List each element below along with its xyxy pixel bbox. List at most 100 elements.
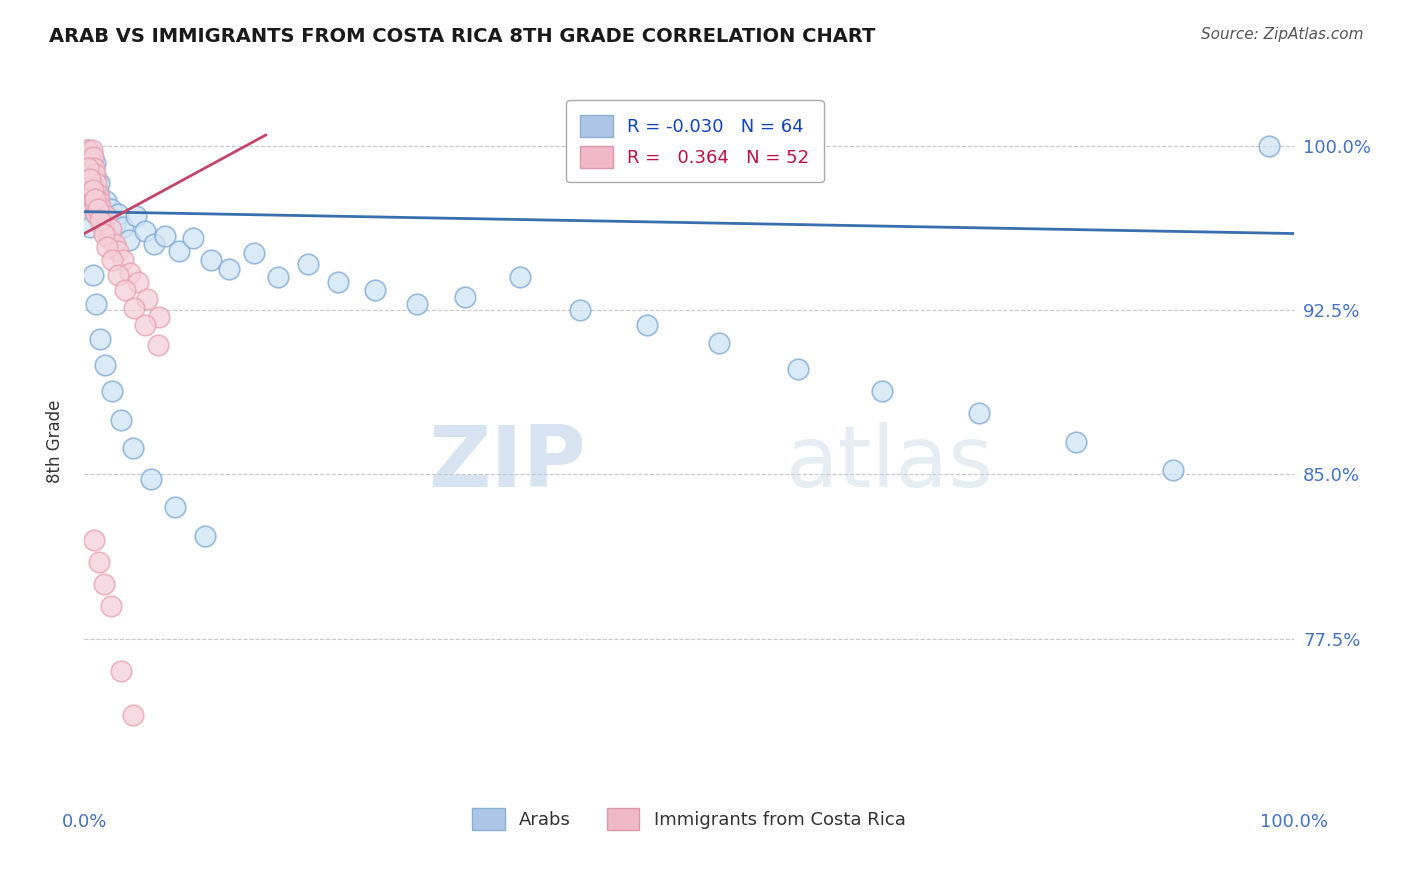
Point (143, 237, 166, 252)
Point (100, 222, 122, 236)
Point (94, 194, 117, 208)
Point (82, 150, 104, 164)
Point (1161, 463, 1184, 477)
Point (82, 178, 104, 193)
Point (77, 144, 100, 158)
Point (86, 198, 108, 212)
Point (1258, 139, 1281, 153)
Point (89, 200, 111, 214)
Point (77, 168, 100, 182)
Point (82, 152, 104, 166)
Point (83, 194, 105, 208)
Point (93, 577, 115, 591)
Point (139, 472, 162, 486)
Point (104, 218, 127, 232)
Point (87, 194, 110, 208)
Text: Source: ZipAtlas.com: Source: ZipAtlas.com (1201, 27, 1364, 42)
Point (94, 209, 117, 223)
Point (76, 144, 98, 158)
Point (406, 296, 429, 310)
Point (112, 252, 135, 267)
Point (110, 412, 132, 426)
Point (636, 318, 658, 333)
Point (121, 708, 143, 723)
Point (91, 211, 114, 226)
Point (89, 213, 111, 227)
Point (79, 171, 101, 186)
Point (96, 240, 118, 254)
Point (79, 174, 101, 188)
Point (80, 180, 103, 194)
Point (89, 192, 111, 206)
Point (122, 301, 145, 315)
Point (148, 310, 170, 324)
Point (107, 207, 129, 221)
Point (79, 219, 101, 234)
Point (297, 257, 319, 271)
Point (86, 296, 108, 310)
Point (101, 384, 124, 399)
Point (84, 192, 107, 206)
Point (84, 168, 107, 182)
Point (509, 270, 531, 285)
Point (125, 209, 148, 223)
Point (134, 318, 156, 333)
Point (155, 228, 177, 243)
Point (77, 161, 100, 175)
Point (134, 224, 156, 238)
Point (107, 268, 129, 282)
Point (77, 150, 100, 164)
Point (194, 529, 217, 543)
Point (89, 332, 111, 346)
Point (93, 200, 115, 214)
Point (218, 261, 240, 276)
Point (90, 204, 112, 219)
Point (146, 338, 169, 352)
Point (86, 185, 108, 199)
Point (101, 252, 124, 267)
Point (363, 284, 385, 298)
Point (80, 159, 103, 173)
Point (267, 270, 290, 285)
Text: ZIP: ZIP (429, 422, 586, 505)
Point (86, 176, 108, 190)
Point (118, 233, 141, 247)
Point (87, 555, 110, 569)
Point (121, 441, 143, 455)
Point (120, 266, 142, 280)
Point (112, 219, 135, 234)
Point (110, 665, 132, 679)
Point (82, 268, 104, 282)
Point (87, 176, 110, 190)
Point (83, 161, 105, 175)
Point (165, 500, 187, 515)
Point (79, 171, 101, 186)
Point (1064, 434, 1087, 449)
Point (82, 187, 104, 202)
Point (90, 207, 112, 221)
Point (86, 187, 108, 202)
Point (93, 222, 115, 236)
Point (454, 290, 477, 304)
Point (83, 194, 105, 208)
Point (328, 275, 350, 289)
Point (94, 358, 117, 372)
Point (97, 209, 120, 223)
Point (709, 336, 731, 351)
Y-axis label: 8th Grade: 8th Grade (45, 400, 63, 483)
Point (84, 156, 107, 170)
Point (80, 144, 103, 158)
Point (86, 171, 108, 186)
Point (967, 406, 990, 420)
Point (100, 599, 122, 613)
Text: ARAB VS IMMIGRANTS FROM COSTA RICA 8TH GRADE CORRELATION CHART: ARAB VS IMMIGRANTS FROM COSTA RICA 8TH G… (49, 27, 876, 45)
Point (93, 227, 115, 241)
Point (136, 292, 159, 306)
Text: atlas: atlas (786, 422, 994, 505)
Point (91, 216, 114, 230)
Point (167, 244, 190, 258)
Point (127, 275, 149, 289)
Point (83, 165, 105, 179)
Point (107, 244, 129, 258)
Point (80, 187, 103, 202)
